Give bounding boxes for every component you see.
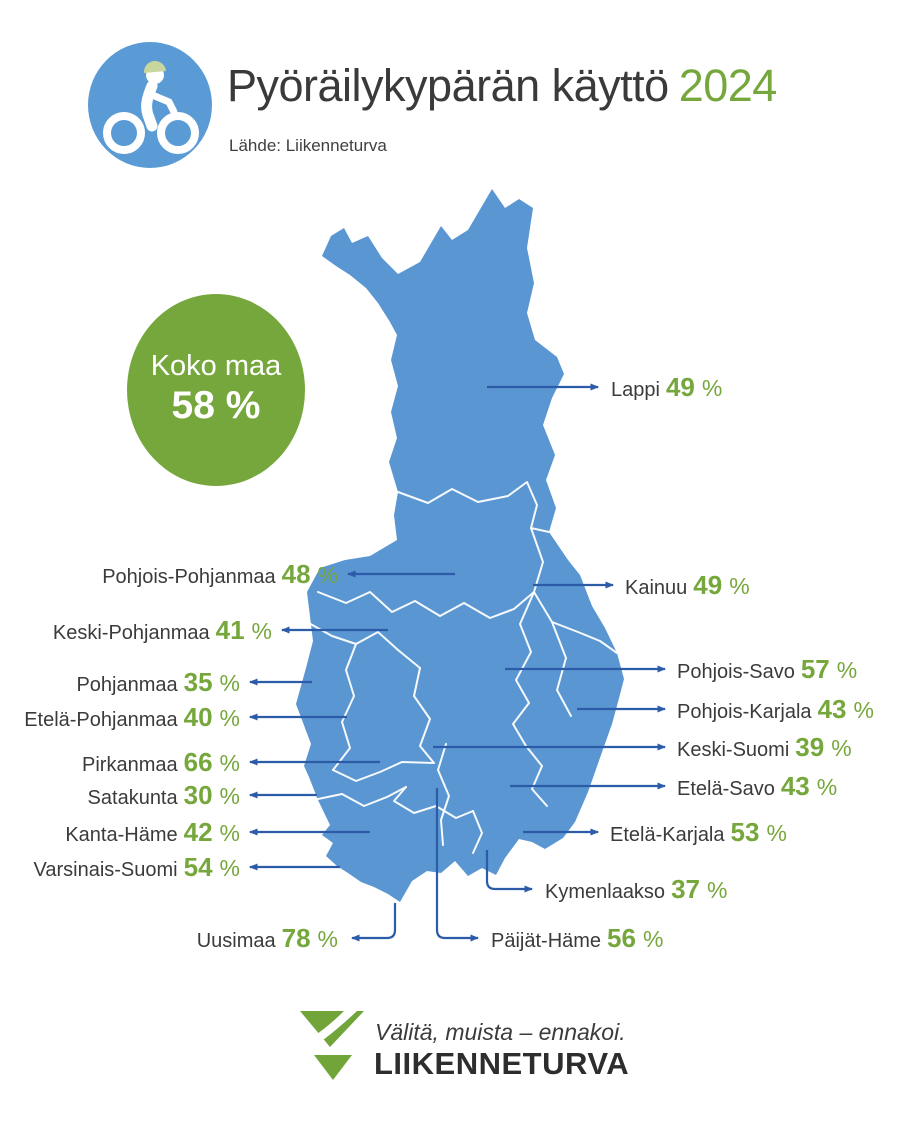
region-name: Pohjois-Pohjanmaa xyxy=(102,566,276,588)
percent-sign: % xyxy=(219,705,240,731)
region-value: 39 xyxy=(795,732,825,762)
region-label-satakunta: Satakunta 30% xyxy=(88,782,240,808)
region-name: Uusimaa xyxy=(196,930,276,952)
region-value: 37 xyxy=(671,874,700,904)
region-label-paijat-hame: Päijät-Häme 56% xyxy=(491,925,663,951)
region-borders xyxy=(306,481,618,854)
percent-sign: % xyxy=(642,926,664,952)
arrow-uusimaa xyxy=(351,903,397,942)
region-value: 43 xyxy=(817,694,847,724)
percent-sign: % xyxy=(766,820,787,846)
region-value: 43 xyxy=(780,771,810,801)
region-name: Etelä-Pohjanmaa xyxy=(24,709,178,731)
region-name: Kymenlaakso xyxy=(545,881,666,903)
region-value: 49 xyxy=(665,372,695,402)
logo-brand: LIIKENNETURVA xyxy=(374,1046,630,1081)
percent-sign: % xyxy=(706,877,728,903)
percent-sign: % xyxy=(219,750,240,776)
title-text: Pyöräilykypärän käyttö xyxy=(227,60,669,111)
finland-map xyxy=(296,189,624,902)
region-name: Päijät-Häme xyxy=(491,930,602,952)
page-title: Pyöräilykypärän käyttö 2024 xyxy=(227,60,777,112)
percent-sign: % xyxy=(219,783,240,809)
region-name: Varsinais-Suomi xyxy=(33,859,178,881)
region-value: 53 xyxy=(730,817,760,847)
region-value: 42 xyxy=(183,817,213,847)
region-label-keski-pohjanmaa: Keski-Pohjanmaa 41% xyxy=(53,617,272,643)
percent-sign: % xyxy=(219,855,240,881)
percent-sign: % xyxy=(251,618,272,644)
region-label-uusimaa: Uusimaa 78% xyxy=(197,925,338,951)
region-value: 54 xyxy=(183,852,213,882)
region-name: Pohjois-Savo xyxy=(677,661,795,683)
region-label-pohjois-savo: Pohjois-Savo 57% xyxy=(677,656,857,682)
region-label-kainuu: Kainuu 49% xyxy=(625,572,750,598)
region-value: 41 xyxy=(215,615,245,645)
region-name: Pirkanmaa xyxy=(82,754,178,776)
region-value: 30 xyxy=(183,780,213,810)
title-year: 2024 xyxy=(678,60,778,111)
liikenneturva-logo-icon xyxy=(300,1011,364,1080)
percent-sign: % xyxy=(836,657,858,683)
region-value: 56 xyxy=(607,923,636,953)
summary-value: 58 % xyxy=(171,384,261,428)
region-name: Satakunta xyxy=(87,787,178,809)
region-label-etela-karjala: Etelä-Karjala 53% xyxy=(610,819,787,845)
region-label-pirkanmaa: Pirkanmaa 66% xyxy=(82,749,240,775)
region-name: Lappi xyxy=(611,379,660,401)
region-name: Pohjois-Karjala xyxy=(677,701,812,723)
region-value: 35 xyxy=(183,667,213,697)
region-label-keski-suomi: Keski-Suomi 39% xyxy=(677,734,852,760)
arrow-paijat-hame xyxy=(435,788,479,942)
percent-sign: % xyxy=(317,926,338,952)
summary-label: Koko maa xyxy=(150,349,282,382)
leader-arrows xyxy=(249,383,666,942)
region-value: 49 xyxy=(693,570,723,600)
region-name: Pohjanmaa xyxy=(76,674,178,696)
percent-sign: % xyxy=(219,670,240,696)
region-name: Etelä-Karjala xyxy=(610,824,725,846)
region-label-kanta-hame: Kanta-Häme 42% xyxy=(65,819,240,845)
region-name: Keski-Suomi xyxy=(677,739,790,761)
region-value: 40 xyxy=(183,702,213,732)
percent-sign: % xyxy=(219,820,240,846)
summary-badge: Koko maa 58 % xyxy=(127,294,305,486)
region-value: 78 xyxy=(281,923,311,953)
region-name: Kainuu xyxy=(625,577,688,599)
source-note: Lähde: Liikenneturva xyxy=(229,136,387,155)
region-label-pohjois-karjala: Pohjois-Karjala 43% xyxy=(677,696,874,722)
logo-slogan: Välitä, muista – ennakoi. xyxy=(375,1019,626,1045)
region-name: Keski-Pohjanmaa xyxy=(52,622,210,644)
region-label-etela-savo: Etelä-Savo 43% xyxy=(677,773,837,799)
percent-sign: % xyxy=(831,735,852,761)
region-label-pohjanmaa: Pohjanmaa 35% xyxy=(76,669,240,695)
region-label-kymenlaakso: Kymenlaakso 37% xyxy=(545,876,727,902)
region-name: Kanta-Häme xyxy=(65,824,178,846)
region-label-lappi: Lappi 49% xyxy=(611,374,722,400)
arrow-kymenlaakso xyxy=(485,850,533,893)
region-label-pohjois-pohjanmaa: Pohjois-Pohjanmaa 48% xyxy=(102,561,338,587)
percent-sign: % xyxy=(729,573,750,599)
percent-sign: % xyxy=(853,697,874,723)
percent-sign: % xyxy=(701,375,723,401)
region-label-etela-pohjanmaa: Etelä-Pohjanmaa 40% xyxy=(24,704,240,730)
region-value: 48 xyxy=(281,559,311,589)
region-value: 57 xyxy=(800,654,830,684)
region-label-varsinais-suomi: Varsinais-Suomi 54% xyxy=(34,854,241,880)
region-value: 66 xyxy=(183,747,213,777)
region-name: Etelä-Savo xyxy=(677,778,775,800)
cyclist-helmet-icon xyxy=(88,42,212,168)
percent-sign: % xyxy=(317,562,338,588)
percent-sign: % xyxy=(816,774,838,800)
